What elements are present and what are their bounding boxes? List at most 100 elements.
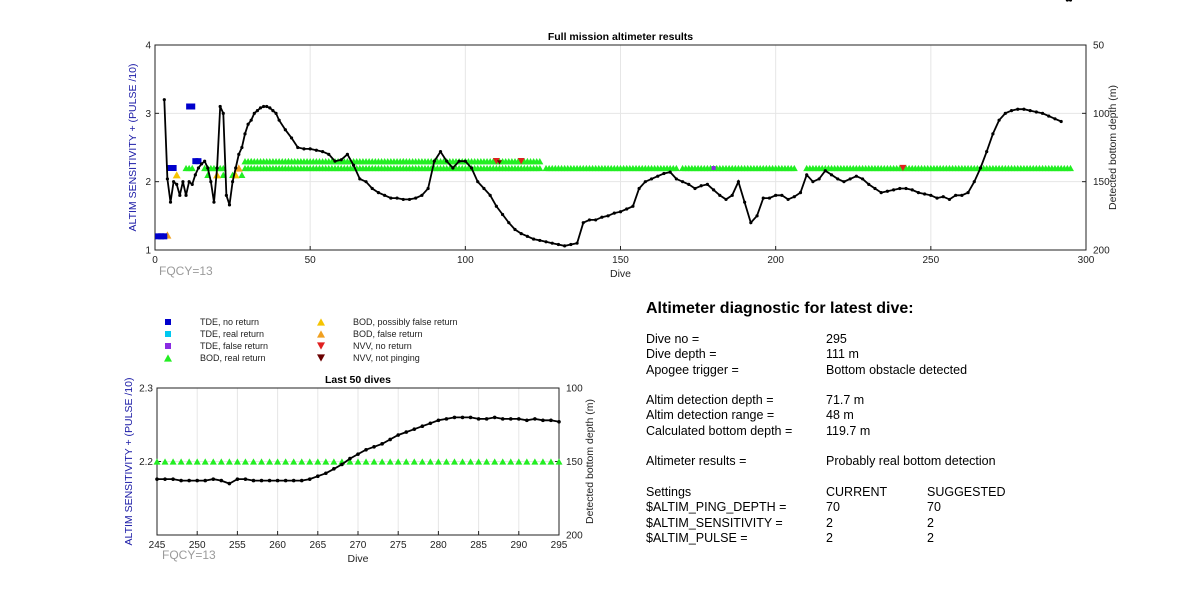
x-tick-label: 295 bbox=[551, 540, 568, 551]
setting-current: 70 bbox=[826, 500, 840, 515]
bottom-depth-point bbox=[262, 104, 266, 109]
bottom-depth-point bbox=[246, 122, 250, 126]
setting-suggested: 2 bbox=[927, 515, 934, 530]
diag-label: Calculated bottom depth = bbox=[646, 423, 793, 438]
bottom-depth-point bbox=[209, 180, 213, 184]
setting-suggested: 2 bbox=[927, 530, 934, 545]
bottom-depth-point bbox=[500, 212, 505, 217]
x-tick-label: 280 bbox=[430, 540, 447, 551]
bottom-depth-points bbox=[155, 415, 561, 486]
bottom-depth-point bbox=[972, 180, 976, 184]
bod-real-return-marker bbox=[459, 458, 467, 465]
bottom-depth-point bbox=[817, 177, 821, 181]
legend-label: NVV, no return bbox=[353, 341, 412, 351]
bod-real-return-marker bbox=[177, 458, 185, 465]
bottom-depth-point bbox=[860, 177, 865, 181]
bod-real-return-marker bbox=[483, 458, 491, 465]
bod-real-return-marker bbox=[185, 458, 193, 465]
y-right-axis-label: Detected bottom depth (m) bbox=[1107, 85, 1119, 210]
legend-label: TDE, false return bbox=[200, 341, 268, 351]
x-tick-label: 300 bbox=[1078, 255, 1095, 266]
bottom-depth-point bbox=[179, 478, 183, 483]
bottom-depth-point bbox=[978, 166, 983, 170]
diag-setting-pulse: $ALTIM_PULSE = 2 2 bbox=[646, 531, 1166, 546]
bottom-depth-point bbox=[541, 418, 545, 423]
bottom-depth-point bbox=[396, 433, 401, 437]
bottom-depth-point bbox=[891, 188, 896, 192]
y-right-tick-label: 200 bbox=[1093, 246, 1110, 257]
bottom-depth-point bbox=[414, 196, 418, 200]
bottom-depth-point bbox=[469, 166, 474, 170]
diag-row-dive-depth: Dive depth = 111 m bbox=[646, 347, 1166, 362]
bottom-depth-point bbox=[348, 456, 352, 461]
legend-label: BOD, false return bbox=[353, 329, 423, 339]
bod-real-return-marker bbox=[555, 458, 563, 465]
tde-false-return-marker bbox=[711, 166, 716, 170]
bod-real-return-marker bbox=[378, 458, 386, 465]
bottom-depth-point bbox=[171, 477, 175, 481]
bottom-depth-line bbox=[163, 99, 1062, 247]
bottom-depth-point bbox=[631, 204, 635, 208]
bottom-depth-point bbox=[468, 415, 473, 420]
bottom-depth-point bbox=[904, 186, 908, 191]
bottom-depth-point bbox=[356, 452, 360, 456]
diag-value: 295 bbox=[826, 332, 847, 346]
bod-real-return-marker bbox=[249, 458, 257, 465]
bod-real-return-marker bbox=[531, 458, 539, 465]
bod-real-return-marker bbox=[450, 458, 458, 465]
bottom-depth-point bbox=[867, 182, 871, 186]
bod-real-return-marker bbox=[346, 458, 354, 465]
bottom-depth-point bbox=[966, 191, 970, 195]
diag-settings-header: Settings CURRENT SUGGESTED bbox=[646, 485, 1166, 500]
bod-real-return-marker bbox=[790, 164, 798, 172]
x-tick-label: 270 bbox=[350, 540, 367, 551]
x-tick-label: 285 bbox=[470, 540, 487, 551]
bottom-depth-point bbox=[258, 106, 263, 110]
bottom-depth-point bbox=[786, 197, 790, 202]
x-tick-label: 50 bbox=[305, 255, 317, 266]
bottom-depth-point bbox=[324, 471, 328, 476]
full-mission-chart: 0 50 100 150 200 250 300 1 2 3 4 50 100 150 200 Full mi… bbox=[127, 0, 1119, 280]
tde-no-return-marker bbox=[195, 158, 202, 165]
bottom-depth-point bbox=[332, 467, 336, 471]
bottom-depth-point bbox=[767, 196, 772, 200]
bottom-depth-point bbox=[389, 196, 393, 200]
x-tick-label: 275 bbox=[390, 540, 407, 551]
bottom-depth-point bbox=[327, 152, 331, 156]
bottom-depth-point bbox=[811, 180, 815, 184]
tde-no-return-marker bbox=[189, 103, 196, 110]
bottom-depth-point bbox=[637, 186, 641, 191]
bod-real-return-marker bbox=[217, 458, 225, 465]
bod-real-return-marker bbox=[298, 458, 306, 465]
bod-real-return-marker bbox=[402, 458, 410, 465]
x-tick-label: 245 bbox=[149, 540, 166, 551]
bod-real-return-marker bbox=[238, 171, 246, 178]
bottom-depth-point bbox=[267, 478, 272, 483]
diag-label: Dive no = bbox=[646, 332, 700, 346]
bottom-depth-point bbox=[451, 166, 455, 170]
bod-real-return-marker bbox=[442, 458, 450, 465]
x-tick-label: 0 bbox=[152, 255, 158, 266]
bottom-depth-point bbox=[444, 417, 449, 421]
bottom-depth-point bbox=[219, 478, 224, 483]
bod-real-return-marker bbox=[536, 158, 544, 165]
bottom-depth-point bbox=[255, 109, 260, 113]
bottom-depth-point bbox=[221, 111, 225, 115]
bottom-depth-point bbox=[1040, 111, 1045, 115]
bottom-depth-point bbox=[600, 215, 604, 219]
bod-real-return-marker bbox=[523, 158, 531, 165]
bottom-depth-point bbox=[404, 430, 409, 434]
legend-label: BOD, real return bbox=[200, 353, 266, 363]
bottom-depth-point bbox=[854, 174, 858, 178]
bottom-depth-point bbox=[829, 173, 834, 177]
legend-label: TDE, real return bbox=[200, 329, 264, 339]
tde-no-return-marker bbox=[170, 165, 177, 171]
bottom-depth-point bbox=[643, 180, 647, 184]
bottom-depth-point bbox=[175, 182, 179, 186]
bod-real-return-marker bbox=[547, 458, 555, 465]
diag-value: Probably real bottom detection bbox=[826, 454, 996, 469]
bod-real-return-marker bbox=[539, 458, 547, 465]
bod-real-return-marker bbox=[169, 458, 177, 465]
bod-real-return-marker bbox=[386, 458, 394, 465]
